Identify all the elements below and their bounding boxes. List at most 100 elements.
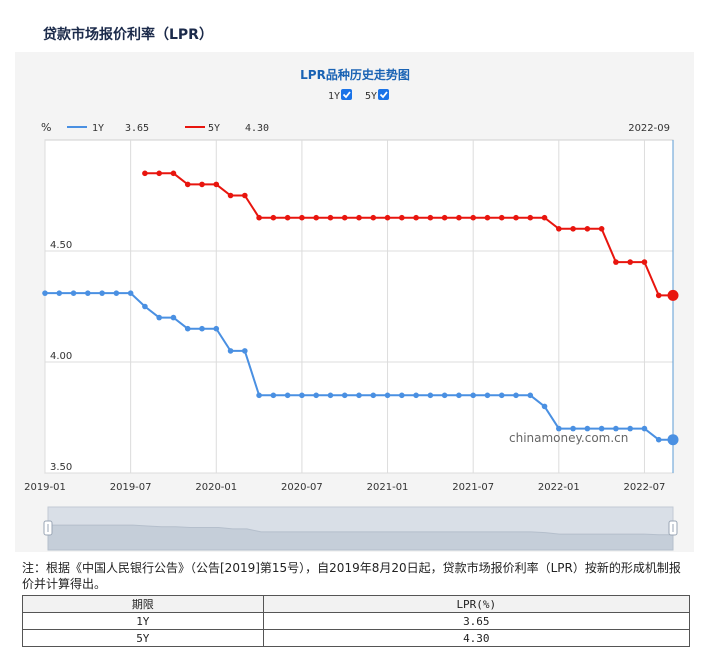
- plot-area: [44, 139, 674, 474]
- data-point-1y: [284, 392, 291, 399]
- data-point-5y: [213, 181, 220, 188]
- data-point-5y: [184, 181, 191, 188]
- table-cell-rate: 3.65: [262, 612, 691, 630]
- data-point-5y: [470, 214, 476, 221]
- data-point-1y: [70, 290, 77, 296]
- legend-value-5y: 4.30: [245, 123, 269, 134]
- data-point-5y: [513, 214, 519, 221]
- data-point-5y: [299, 214, 305, 221]
- data-point-5y: [570, 226, 576, 232]
- table-row: 1Y 3.65: [22, 612, 691, 630]
- data-point-5y: [356, 214, 362, 221]
- data-point-1y: [356, 392, 362, 399]
- data-point-5y: [484, 214, 491, 221]
- series-toggle-checkbox-5y[interactable]: [378, 89, 389, 100]
- data-point-1y: [199, 325, 205, 332]
- watermark-text: chinamoney.com.cn: [509, 431, 628, 445]
- data-point-1y: [456, 392, 462, 399]
- x-tick-label: 2022-07: [624, 482, 666, 493]
- data-point-1y: [441, 392, 448, 399]
- data-point-5y: [142, 170, 148, 177]
- table-cell-rate: 4.30: [262, 629, 691, 647]
- data-point-5y: [427, 214, 434, 221]
- data-point-1y: [498, 392, 505, 399]
- data-point-5y: [641, 259, 648, 265]
- lpr-line-chart: LPR品种历史走势图 1Y 5Y% 1Y 3.65 5Y 4.30 2022-09 2019-0…: [24, 67, 679, 551]
- footnote: 注：根据《中国人民银行公告》（公告[2019]第15号），自2019年8月20日…: [22, 561, 681, 591]
- data-point-1y: [227, 348, 234, 354]
- data-point-1y: [527, 392, 534, 399]
- data-point-5y: [456, 214, 462, 221]
- data-point-1y: [270, 392, 277, 399]
- data-point-1y: [341, 392, 348, 399]
- data-point-5y: [270, 214, 277, 221]
- data-point-5y: [170, 170, 177, 177]
- data-point-1y: [641, 425, 648, 432]
- data-point-5y: [256, 214, 262, 221]
- latest-date-label: 2022-09: [628, 123, 670, 134]
- data-point-5y: [655, 292, 662, 299]
- data-point-1y: [627, 425, 633, 432]
- data-point-1y: [327, 392, 334, 399]
- x-tick-label: 2019-01: [24, 482, 66, 493]
- data-point-1y: [242, 348, 248, 354]
- y-unit-label: %: [41, 121, 51, 134]
- data-point-5y: [584, 226, 591, 232]
- data-point-1y: [541, 403, 548, 410]
- x-tick-label: 2020-07: [281, 482, 323, 493]
- data-point-1y: [313, 392, 319, 399]
- data-point-1y: [85, 290, 91, 296]
- data-point-1y: [299, 392, 305, 399]
- page-title: 贷款市场报价利率（LPR）: [43, 27, 213, 43]
- data-point-5y: [313, 214, 319, 221]
- x-tick-label: 2022-01: [538, 482, 580, 493]
- data-point-1y: [556, 425, 562, 432]
- data-point-1y: [370, 392, 377, 399]
- y-tick-label: 4.50: [50, 240, 72, 251]
- data-point-1y: [427, 392, 434, 399]
- checkmark-icon: [342, 91, 351, 99]
- data-point-1y: [56, 290, 63, 296]
- y-tick-label: 4.00: [50, 351, 72, 362]
- legend-value-1y: 3.65: [125, 123, 149, 134]
- table-cell-term: 5Y: [22, 629, 264, 647]
- data-point-1y: [256, 392, 262, 399]
- data-point-5y: [199, 181, 205, 188]
- data-point-1y: [413, 392, 419, 399]
- legend-label-1y: 1Y: [92, 123, 104, 134]
- series-toggle-label-1y: 1Y: [328, 91, 340, 102]
- data-point-1y: [170, 314, 177, 321]
- data-point-1y: [142, 303, 148, 310]
- data-point-5y: [541, 214, 548, 221]
- data-point-1y: [213, 325, 220, 332]
- table-cell-term: 1Y: [22, 612, 264, 630]
- y-tick-label: 3.50: [50, 462, 72, 473]
- data-point-5y: [399, 214, 405, 221]
- data-point-1y: [584, 425, 591, 432]
- data-point-5y: [370, 214, 377, 221]
- data-point-5y: [327, 214, 334, 221]
- data-point-5y: [441, 214, 448, 221]
- data-point-5y: [227, 192, 234, 199]
- data-point-1y: [655, 436, 662, 443]
- series-toggle-label-5y: 5Y: [365, 91, 377, 102]
- zoom-slider-preview: [47, 524, 674, 551]
- data-point-1y: [470, 392, 476, 399]
- data-point-5y: [613, 259, 619, 265]
- data-point-1y: [127, 290, 134, 296]
- data-point-1y: [484, 392, 491, 399]
- data-point-1y: [667, 434, 679, 446]
- chart-title: LPR品种历史走势图: [300, 67, 410, 82]
- series-toggle-checkbox-1y[interactable]: [341, 89, 352, 100]
- data-point-5y: [384, 214, 391, 221]
- x-tick-label: 2020-01: [195, 482, 237, 493]
- legend-label-5y: 5Y: [208, 123, 220, 134]
- table-header-term: 期限: [22, 595, 264, 613]
- data-point-5y: [598, 226, 605, 232]
- data-point-5y: [556, 226, 562, 232]
- table-row: 5Y 4.30: [22, 629, 691, 647]
- data-point-1y: [570, 425, 576, 432]
- x-tick-label: 2021-07: [452, 482, 494, 493]
- chart-panel: LPR品种历史走势图 1Y 5Y% 1Y 3.65 5Y 4.30 2022-09 2019-0…: [15, 52, 694, 552]
- checkmark-icon: [379, 91, 388, 99]
